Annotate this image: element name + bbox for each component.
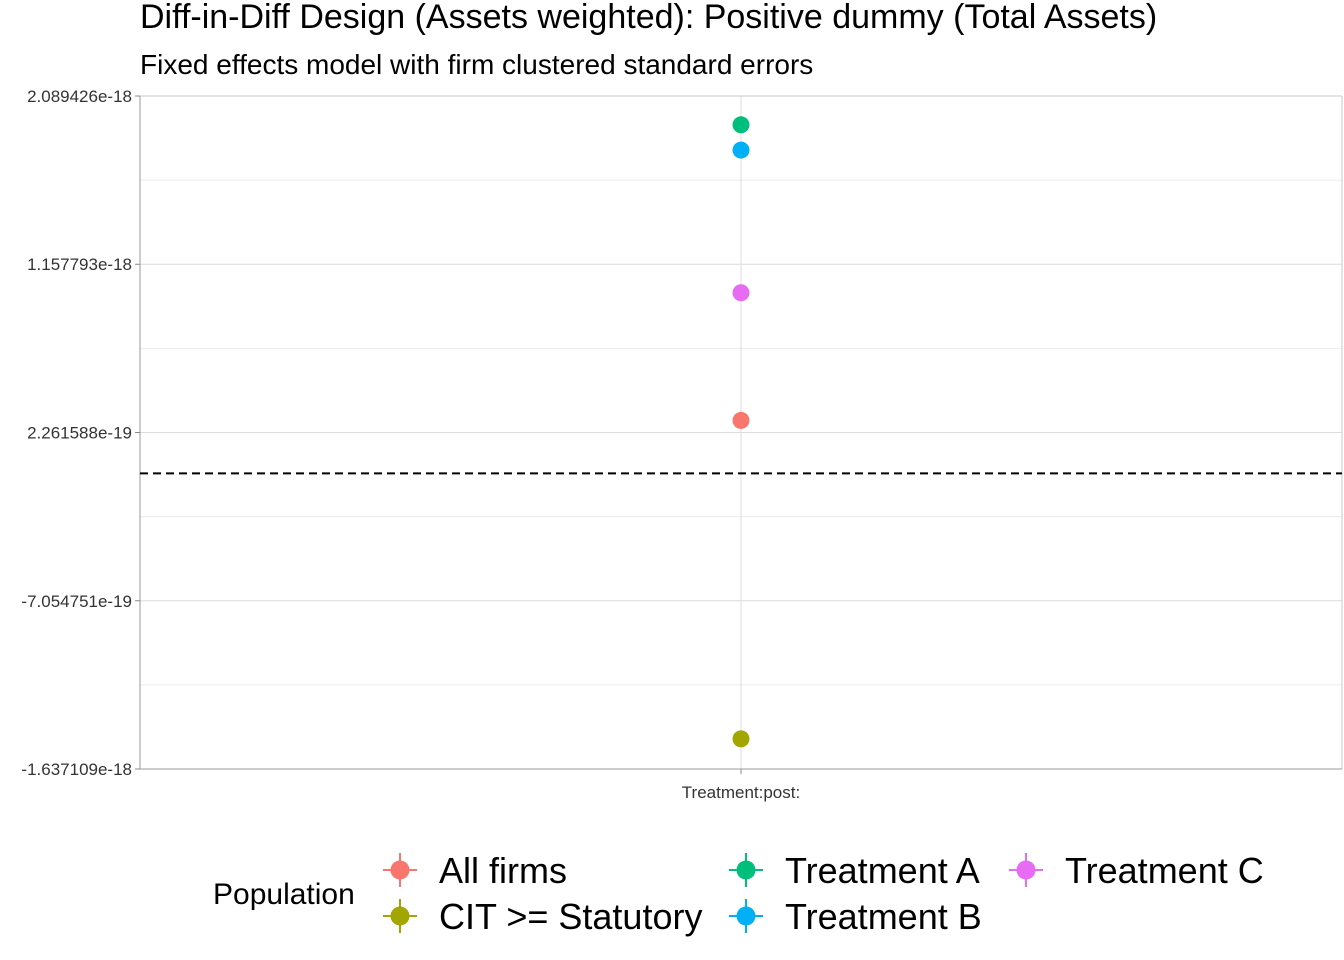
legend-title: Population — [213, 878, 355, 911]
data-point — [732, 116, 750, 134]
legend-key-point — [736, 860, 756, 880]
legend-label: Treatment B — [785, 896, 982, 937]
data-point — [732, 141, 750, 159]
y-axis-ticks: 2.089426e-18 1.157793e-18 2.261588e-19 -7.0… — [21, 87, 140, 779]
legend-label: All firms — [439, 850, 567, 891]
x-tick-label: Treatment:post: — [682, 783, 800, 802]
legend-label: Treatment C — [1065, 850, 1264, 891]
y-tick-label: -7.054751e-19 — [21, 592, 132, 611]
legend-key-point — [390, 906, 410, 926]
data-points — [732, 116, 750, 748]
legend-key-point — [736, 906, 756, 926]
y-tick-label: -1.637109e-18 — [21, 760, 132, 779]
legend-key-point — [390, 860, 410, 880]
data-point — [732, 411, 750, 429]
chart-subtitle: Fixed effects model with firm clustered … — [140, 49, 813, 80]
legend-key-point — [1016, 860, 1036, 880]
data-point — [732, 284, 750, 302]
data-point — [732, 730, 750, 748]
x-axis-ticks: Treatment:post: — [682, 769, 800, 802]
y-tick-label: 2.089426e-18 — [27, 87, 132, 106]
chart-title: Diff-in-Diff Design (Assets weighted): P… — [140, 0, 1157, 36]
legend: Population All firms CIT >= Statutory Trea… — [213, 850, 1264, 937]
legend-label: Treatment A — [785, 850, 980, 891]
legend-label: CIT >= Statutory — [439, 896, 702, 937]
y-tick-label: 2.261588e-19 — [27, 423, 132, 442]
y-tick-label: 1.157793e-18 — [27, 255, 132, 274]
